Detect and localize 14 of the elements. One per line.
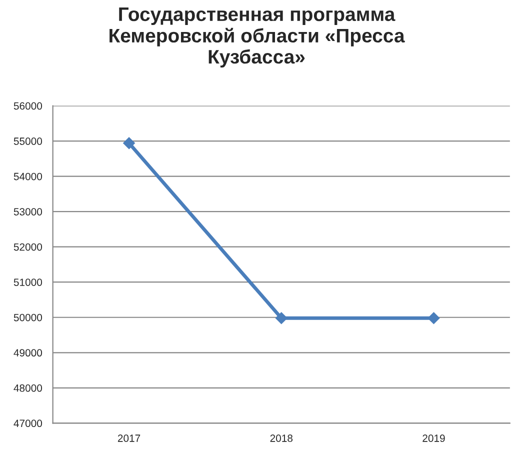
x-tick-label: 2019 <box>422 434 445 442</box>
y-tick-label: 50000 <box>14 314 42 322</box>
y-tick-label: 56000 <box>14 102 42 110</box>
y-tick-label: 53000 <box>14 208 42 216</box>
y-tick-label: 49000 <box>14 349 42 357</box>
y-tick-label: 51000 <box>14 278 42 286</box>
y-tick-label: 48000 <box>14 384 42 392</box>
x-tick-label: 2017 <box>118 434 140 442</box>
y-tick-label: 47000 <box>14 420 42 428</box>
y-tick-label: 52000 <box>14 243 42 251</box>
x-tick-label: 2018 <box>270 434 293 442</box>
y-tick-label: 55000 <box>14 138 42 145</box>
chart-title: Государственная программа Кемеровской области «Пресса Кузбасса» <box>110 8 405 68</box>
y-tick-label: 54000 <box>14 172 42 180</box>
